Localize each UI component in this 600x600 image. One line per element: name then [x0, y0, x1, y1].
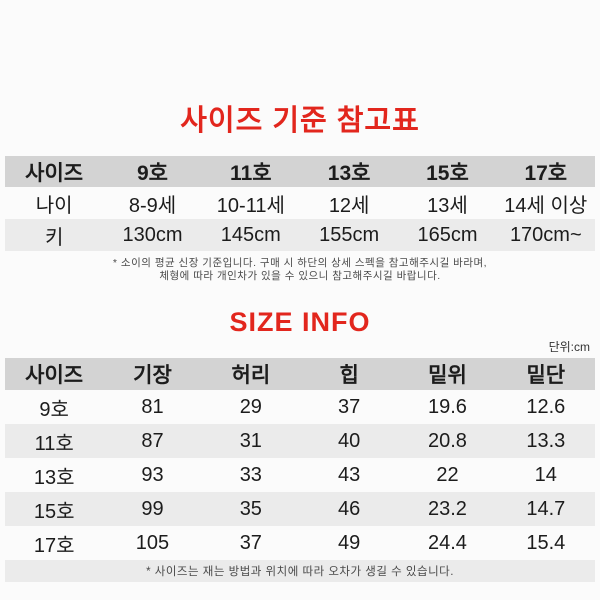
measure-value: 22 [436, 463, 459, 486]
age-value: 8-9세 [128, 194, 177, 217]
table-row-size-13: 13호 93 33 43 22 14 [5, 458, 595, 492]
measure-value: 15.4 [526, 531, 566, 554]
measure-value: 93 [141, 463, 164, 486]
table-row-size-17: 17호 105 37 49 24.4 15.4 [5, 526, 595, 560]
reference-header-17: 17호 [524, 161, 568, 185]
table-row-size-9: 9호 81 29 37 19.6 12.6 [5, 390, 595, 424]
measure-value: 33 [239, 463, 262, 486]
table-row-size-11: 11호 87 31 40 20.8 13.3 [5, 424, 595, 458]
age-value: 13세 [427, 194, 468, 217]
measure-value: 40 [338, 429, 361, 452]
measure-value: 46 [338, 497, 361, 520]
size-info-header-row: 사이즈 기장 허리 힙 밑위 밑단 [5, 358, 595, 390]
info-header-waist: 허리 [231, 364, 271, 387]
info-header-hem: 밑단 [526, 364, 566, 387]
info-header-size: 사이즈 [25, 364, 84, 387]
row-label-height: 키 [44, 226, 64, 249]
size-info-table: 사이즈 기장 허리 힙 밑위 밑단 9호 81 29 37 19.6 12.6 … [5, 358, 595, 582]
page-title: 사이즈 기준 참고표 [180, 105, 420, 137]
info-header-rise: 밑위 [428, 364, 467, 387]
measure-value: 43 [338, 463, 361, 486]
reference-note-line-2: 체형에 따라 개인차가 있을 수 있으니 참고해주시길 바랍니다. [159, 270, 441, 282]
height-value: 155cm [319, 223, 380, 246]
age-value: 12세 [328, 194, 370, 217]
measure-value: 20.8 [428, 429, 467, 452]
measure-value: 19.6 [428, 395, 467, 418]
row-label-age: 나이 [35, 194, 73, 217]
table-row-age: 나이 8-9세 10-11세 12세 13세 14세 이상 [5, 187, 595, 219]
info-header-length: 기장 [133, 364, 172, 387]
reference-header-size: 사이즈 [25, 161, 84, 185]
unit-label: 단위:cm [548, 340, 590, 354]
reference-table-note: * 소이의 평균 신장 기준입니다. 구매 시 하단의 상세 스펙을 참고해주시… [0, 257, 600, 283]
measure-value: 87 [141, 429, 164, 452]
measure-value: 12.6 [526, 395, 566, 418]
measure-value: 14.7 [526, 497, 566, 520]
size-label: 11호 [34, 432, 74, 455]
table-row-size-15: 15호 99 35 46 23.2 14.7 [5, 492, 595, 526]
reference-table-header-row: 사이즈 9호 11호 13호 15호 17호 [5, 156, 595, 187]
reference-note-line-1: * 소이의 평균 신장 기준입니다. 구매 시 하단의 상세 스펙을 참고해주시… [112, 257, 488, 269]
size-label: 13호 [33, 466, 75, 489]
measure-value: 37 [338, 395, 361, 418]
height-value: 165cm [417, 223, 478, 246]
age-value: 10-11세 [216, 194, 285, 217]
measure-value: 81 [141, 395, 164, 418]
measure-value: 23.2 [428, 497, 467, 520]
age-value: 14세 이상 [504, 194, 588, 217]
size-info-note: * 사이즈는 재는 방법과 위치에 따라 오차가 생길 수 있습니다. [5, 560, 595, 582]
measure-value: 31 [239, 429, 262, 452]
table-row-height: 키 130cm 145cm 155cm 165cm 170cm~ [5, 219, 595, 251]
height-value: 170cm~ [509, 223, 582, 246]
measure-value: 105 [135, 531, 170, 554]
height-value: 145cm [220, 223, 281, 246]
size-label: 9호 [39, 398, 69, 421]
reference-header-9: 9호 [136, 161, 168, 185]
info-header-hip: 힙 [339, 364, 359, 387]
measure-value: 14 [534, 463, 557, 486]
reference-header-11: 11호 [230, 161, 272, 185]
measure-value: 24.4 [428, 531, 467, 554]
size-label: 15호 [33, 500, 75, 523]
measure-value: 35 [239, 497, 262, 520]
measure-value: 49 [338, 531, 361, 554]
reference-header-13: 13호 [327, 161, 371, 185]
size-label: 17호 [33, 534, 75, 557]
reference-header-15: 15호 [426, 161, 469, 185]
measure-value: 37 [239, 531, 262, 554]
size-info-title: SIZE INFO [229, 307, 371, 337]
measure-value: 99 [141, 497, 164, 520]
height-value: 130cm [122, 223, 183, 246]
measure-value: 13.3 [526, 429, 566, 452]
reference-table: 사이즈 9호 11호 13호 15호 17호 나이 8-9세 10-11세 12… [5, 156, 595, 251]
measure-value: 29 [239, 395, 262, 418]
